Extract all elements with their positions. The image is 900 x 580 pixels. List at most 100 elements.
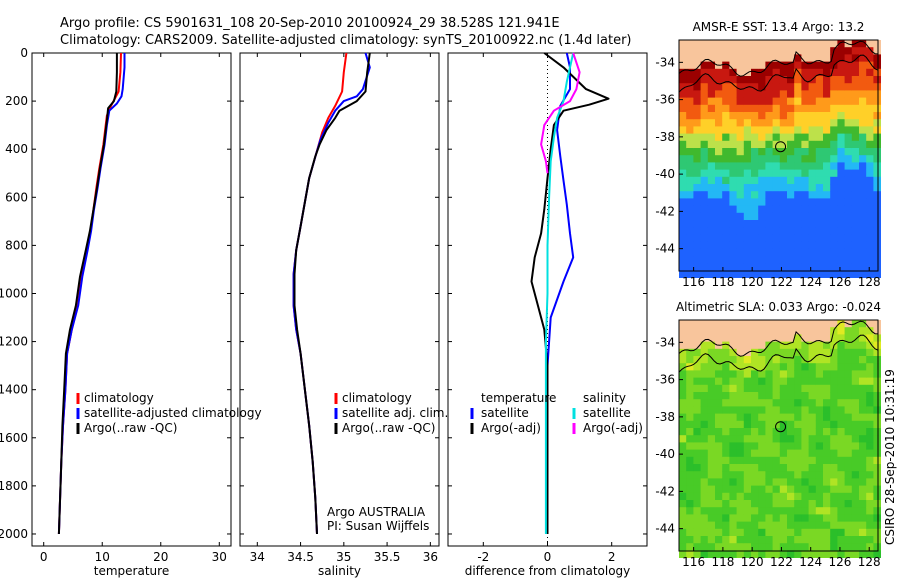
map-cell	[873, 442, 881, 450]
map-cell	[743, 256, 752, 264]
map-cell	[844, 449, 853, 458]
map-cell	[808, 68, 817, 77]
map-cell	[873, 356, 881, 364]
map-cell	[794, 536, 802, 544]
map-cell	[787, 348, 795, 357]
map-cell	[772, 241, 781, 250]
map-cell	[873, 320, 881, 328]
map-cell	[722, 162, 730, 170]
map-cell	[707, 543, 716, 551]
map-cell	[772, 413, 781, 422]
map-cell	[823, 348, 831, 357]
map-cell	[844, 370, 853, 378]
map-cell	[787, 205, 795, 214]
map-cell	[751, 536, 759, 544]
map-cell	[715, 507, 723, 515]
map-cell	[851, 263, 860, 271]
map-cell	[736, 212, 745, 221]
map-cell	[787, 191, 795, 199]
map-cell	[743, 47, 752, 55]
map-cell	[787, 155, 795, 163]
map-cell	[808, 248, 817, 257]
map-cell	[765, 456, 773, 465]
map-cell	[815, 341, 824, 350]
map-cell	[700, 234, 709, 242]
map-cell	[765, 169, 773, 178]
map-cell	[808, 478, 817, 486]
map-cell	[866, 521, 874, 530]
map-cell	[787, 212, 795, 221]
map-cell	[837, 61, 845, 70]
map-cell	[815, 377, 824, 386]
map-cell	[830, 550, 838, 558]
map-cell	[700, 198, 709, 206]
map-cell	[815, 68, 824, 77]
map-cell	[823, 140, 831, 149]
map-cell	[844, 413, 853, 422]
map-cell	[707, 507, 716, 515]
map-cell	[808, 54, 817, 62]
map-cell	[866, 507, 874, 515]
map-cell	[758, 68, 766, 77]
map-cell	[751, 212, 759, 221]
map-cell	[772, 263, 781, 271]
map-cell	[830, 471, 838, 479]
map-cell	[815, 169, 824, 178]
map-cell	[794, 327, 802, 335]
map-cell	[679, 492, 687, 501]
map-cell	[686, 220, 694, 228]
map-cell	[686, 270, 694, 278]
map-cell	[729, 420, 737, 429]
map-cell	[743, 341, 752, 350]
map-cell	[873, 90, 881, 98]
map-cell	[765, 320, 773, 328]
map-cell	[823, 456, 831, 465]
map-cell	[801, 399, 809, 407]
map-cell	[729, 435, 737, 443]
y-tick-label: 1800	[0, 479, 28, 493]
map-cell	[743, 500, 752, 508]
map-cell	[679, 485, 687, 494]
map-cell	[779, 126, 788, 134]
map-cell	[837, 155, 845, 163]
map-cell	[736, 191, 745, 199]
map-cell	[815, 263, 824, 271]
map-cell	[859, 492, 867, 501]
map-cell	[851, 112, 860, 120]
map-cell	[715, 428, 723, 436]
map-cell	[823, 198, 831, 206]
map-cell	[686, 356, 694, 364]
map-cell	[679, 320, 687, 328]
map-cell	[686, 140, 694, 149]
map-cell	[794, 456, 802, 465]
map-cell	[801, 392, 809, 400]
map-cell	[787, 420, 795, 429]
map-cell	[686, 392, 694, 400]
map-cell	[866, 155, 874, 163]
map-cell	[772, 104, 781, 113]
map-cell	[808, 442, 817, 450]
map-cell	[866, 334, 874, 342]
map-cell	[772, 119, 781, 127]
map-cell	[765, 507, 773, 515]
map-cell	[779, 263, 788, 271]
map-cell	[707, 428, 716, 436]
map-cell	[873, 162, 881, 170]
x-tick-label: 128	[858, 555, 881, 569]
map-cell	[736, 478, 745, 486]
map-cell	[736, 521, 745, 530]
map-cell	[801, 406, 809, 414]
map-cell	[859, 140, 867, 149]
map-cell	[794, 428, 802, 436]
map-cell	[765, 327, 773, 335]
map-cell	[815, 40, 824, 48]
map-cell	[707, 492, 716, 501]
map-cell	[700, 507, 709, 515]
map-cell	[808, 227, 817, 235]
map-cell	[830, 485, 838, 494]
map-cell	[686, 464, 694, 472]
map-cell	[758, 406, 766, 414]
map-cell	[729, 384, 737, 393]
map-cell	[736, 399, 745, 407]
map-cell	[815, 485, 824, 494]
